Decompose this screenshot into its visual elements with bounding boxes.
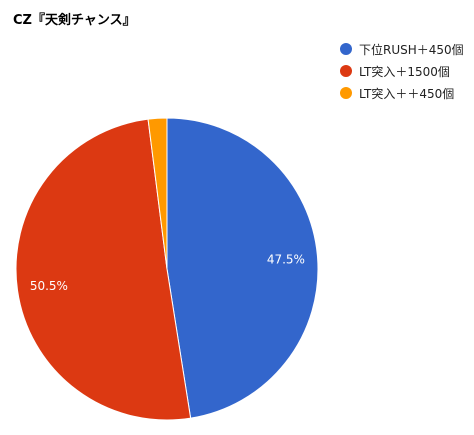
legend-swatch-0 [340,43,352,55]
pie-slices [15,117,319,421]
pie-slice-2[interactable] [147,117,168,270]
slice-data-label-1: 50.5% [30,279,68,293]
chart-title: CZ『天剣チャンス』 [13,13,136,28]
legend-swatch-1 [340,65,352,77]
legend-label: LT突入＋1500個 [359,64,450,79]
legend: 下位RUSH＋450個 LT突入＋1500個 LT突入＋＋450個 [340,38,464,104]
pie-slice-labels: 47.5% 50.5% [30,253,305,293]
slice-data-label-0: 47.5% [267,253,305,267]
legend-item[interactable]: LT突入＋1500個 [340,60,464,82]
legend-item[interactable]: 下位RUSH＋450個 [340,38,464,60]
legend-item[interactable]: LT突入＋＋450個 [340,82,464,104]
pie-slice-1[interactable] [15,118,192,421]
legend-label: LT突入＋＋450個 [359,86,455,101]
legend-swatch-2 [340,87,352,99]
legend-label: 下位RUSH＋450個 [359,42,464,57]
pie-slice-0[interactable] [166,117,319,419]
